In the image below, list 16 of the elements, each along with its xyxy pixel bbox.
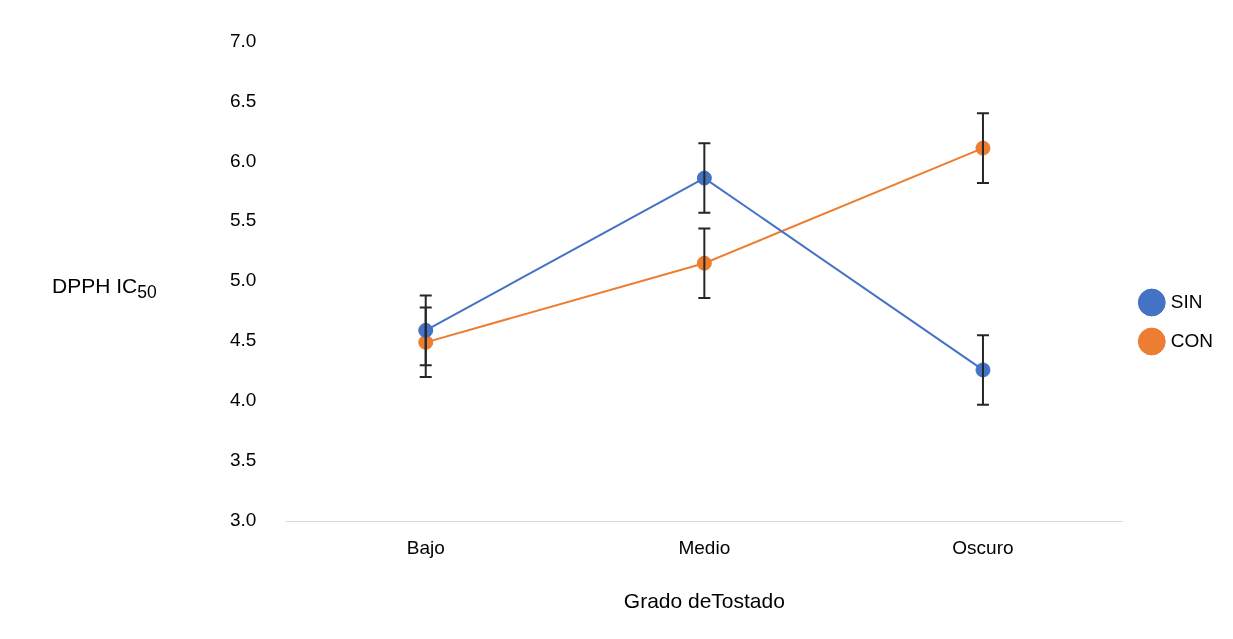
- y-tick-label: 5.0: [229, 269, 257, 291]
- x-tick-label: Oscuro: [952, 536, 1014, 558]
- x-axis-title: Grado deTostado: [623, 589, 785, 613]
- y-tick-label: 5.5: [229, 209, 257, 231]
- y-tick-label: 4.5: [229, 329, 257, 351]
- y-tick-label: 6.0: [229, 149, 257, 171]
- y-axis-title: DPPH IC$_{50}$: [52, 274, 157, 304]
- y-tick-label: 7.0: [229, 29, 257, 51]
- y-tick-label: 3.0: [229, 509, 257, 531]
- x-tick-label: Medio: [678, 536, 731, 558]
- legend-label: SIN: [1170, 290, 1203, 312]
- y-tick-label: 3.5: [229, 449, 257, 471]
- x-tick-label: Bajo: [406, 536, 445, 558]
- y-tick-label: 6.5: [229, 89, 257, 111]
- y-tick-label: 4.0: [229, 389, 257, 411]
- legend-label: CON: [1170, 329, 1214, 351]
